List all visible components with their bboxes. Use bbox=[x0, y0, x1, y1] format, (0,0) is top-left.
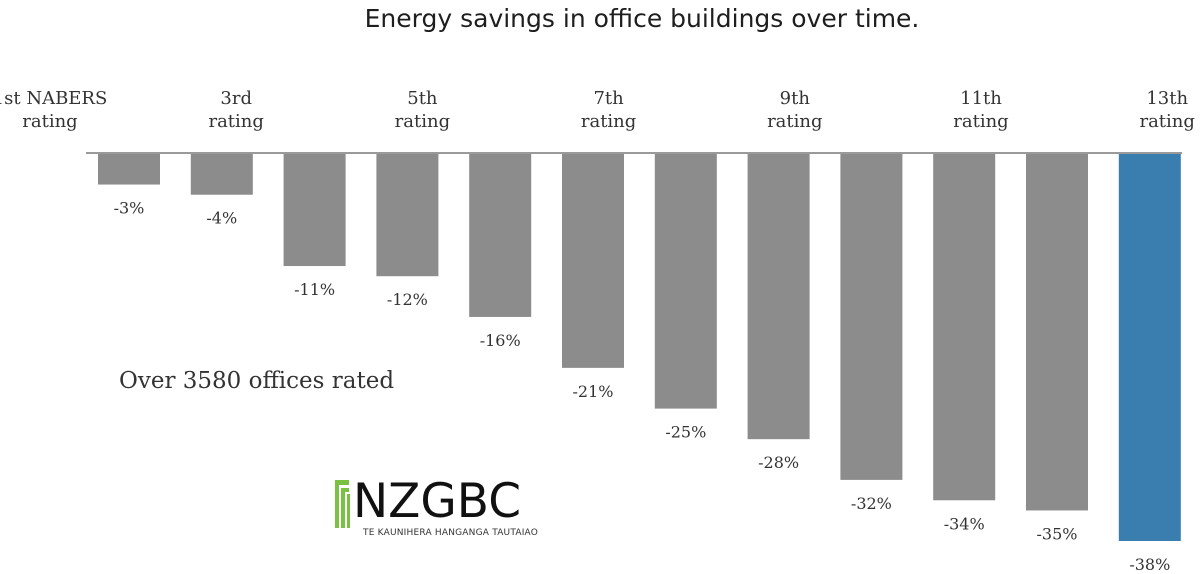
category-label-9-line-2: rating bbox=[767, 111, 822, 132]
data-label-7: -25% bbox=[665, 423, 706, 442]
data-label-5: -16% bbox=[480, 331, 521, 350]
data-label-12: -38% bbox=[1129, 555, 1170, 574]
data-label-9: -32% bbox=[851, 494, 892, 513]
bar-2 bbox=[190, 154, 253, 195]
bar-10 bbox=[933, 154, 996, 501]
bar-7 bbox=[654, 154, 717, 409]
data-label-11: -35% bbox=[1037, 524, 1078, 543]
chart-title: Energy savings in office buildings over … bbox=[364, 4, 920, 33]
bar-1 bbox=[98, 154, 160, 185]
bar-12 bbox=[1118, 154, 1181, 541]
bar-9 bbox=[840, 154, 903, 480]
category-label-9-line-1: 9th bbox=[780, 88, 811, 109]
nzgbc-logo: NZGBC TE KAUNIHERA HANGANGA TAUTAIAO bbox=[333, 474, 553, 546]
category-label-7-line-2: rating bbox=[581, 111, 636, 132]
nzgbc-tagline: TE KAUNIHERA HANGANGA TAUTAIAO bbox=[363, 528, 539, 538]
category-label-3-line-1: 3rd bbox=[220, 88, 252, 109]
data-label-1: -3% bbox=[114, 199, 145, 218]
data-label-10: -34% bbox=[944, 514, 985, 533]
category-label-7-line-1: 7th bbox=[593, 88, 624, 109]
nzgbc-mark-icon bbox=[335, 480, 350, 528]
bar-11 bbox=[1026, 154, 1088, 511]
data-label-6: -21% bbox=[573, 382, 614, 401]
bar-8 bbox=[747, 154, 810, 440]
data-label-3: -11% bbox=[294, 280, 335, 299]
category-label-5-line-2: rating bbox=[395, 111, 450, 132]
category-label-1-line-1: 1st NABERS bbox=[0, 88, 107, 109]
bar-6 bbox=[562, 154, 624, 368]
category-label-13-line-1: 13th bbox=[1146, 88, 1188, 109]
bar-4 bbox=[376, 154, 439, 277]
bar-5 bbox=[469, 154, 532, 317]
category-label-5-line-1: 5th bbox=[407, 88, 438, 109]
data-label-2: -4% bbox=[206, 209, 237, 228]
category-label-1-line-2: rating bbox=[22, 111, 77, 132]
nzgbc-wordmark: NZGBC bbox=[353, 474, 522, 529]
data-label-4: -12% bbox=[387, 290, 428, 309]
category-label-11-line-2: rating bbox=[953, 111, 1008, 132]
bar-3 bbox=[283, 154, 346, 267]
category-label-13-line-2: rating bbox=[1139, 111, 1194, 132]
data-label-8: -28% bbox=[758, 453, 799, 472]
category-label-11-line-1: 11th bbox=[960, 88, 1002, 109]
category-label-3-line-2: rating bbox=[208, 111, 263, 132]
offices-rated-note: Over 3580 offices rated bbox=[119, 368, 395, 394]
